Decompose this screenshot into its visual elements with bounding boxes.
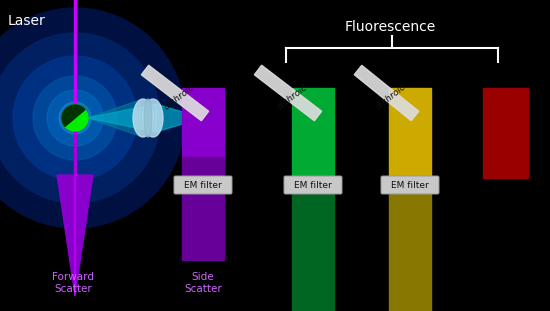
Circle shape — [0, 33, 160, 203]
Bar — [389, 179, 431, 311]
Ellipse shape — [144, 99, 152, 137]
Ellipse shape — [143, 99, 163, 137]
Circle shape — [13, 56, 137, 180]
Text: EM filter: EM filter — [184, 181, 222, 190]
Bar — [389, 88, 431, 179]
Polygon shape — [87, 104, 156, 132]
Polygon shape — [57, 175, 93, 295]
FancyBboxPatch shape — [284, 176, 342, 194]
Circle shape — [33, 76, 117, 160]
Polygon shape — [87, 100, 140, 136]
Wedge shape — [62, 105, 85, 126]
Text: dichroic: dichroic — [275, 82, 309, 111]
Bar — [292, 88, 334, 179]
Text: Forward
Scatter: Forward Scatter — [52, 272, 94, 295]
Polygon shape — [156, 104, 186, 132]
Polygon shape — [141, 65, 208, 121]
Text: dichroic: dichroic — [162, 82, 196, 111]
Text: dichroic: dichroic — [374, 82, 407, 112]
Bar — [182, 157, 224, 260]
FancyBboxPatch shape — [174, 176, 232, 194]
Circle shape — [47, 90, 103, 146]
Text: EM filter: EM filter — [294, 181, 332, 190]
Circle shape — [62, 105, 88, 131]
Bar — [482, 88, 527, 178]
Polygon shape — [254, 65, 322, 121]
Circle shape — [0, 8, 185, 228]
Polygon shape — [354, 65, 419, 121]
Circle shape — [59, 102, 91, 134]
Text: Laser: Laser — [8, 14, 46, 28]
Text: EM filter: EM filter — [391, 181, 429, 190]
Bar — [292, 179, 334, 311]
Ellipse shape — [133, 99, 153, 137]
Text: Side
Scatter: Side Scatter — [184, 272, 222, 295]
FancyBboxPatch shape — [381, 176, 439, 194]
Text: Fluorescence: Fluorescence — [344, 20, 436, 34]
Bar — [182, 88, 224, 157]
